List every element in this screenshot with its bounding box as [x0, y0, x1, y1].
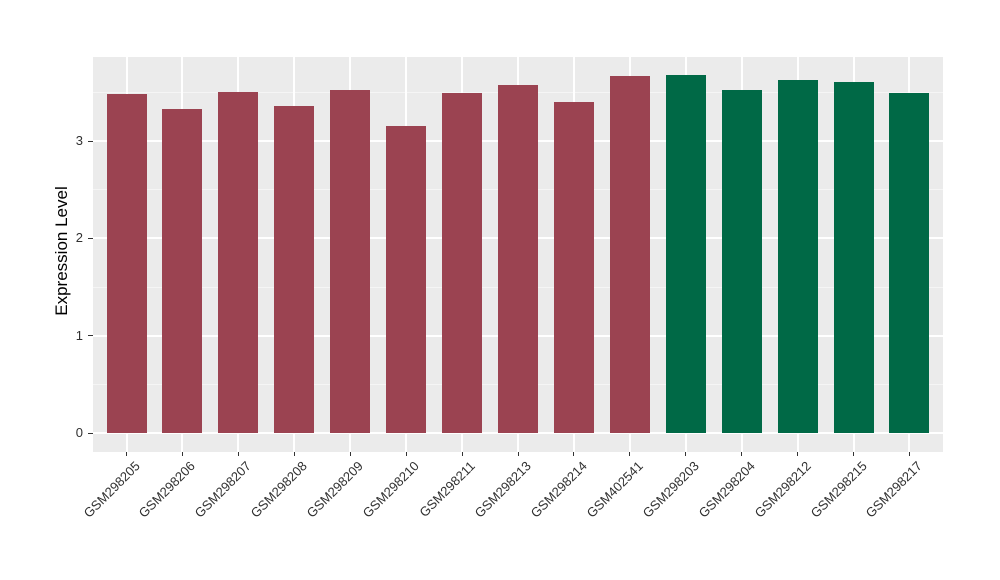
x-tick-label: GSM298211: [416, 458, 478, 520]
x-tick-mark: [237, 452, 239, 456]
x-tick-label: GSM298214: [527, 458, 590, 521]
y-tick-label: 2: [75, 230, 83, 246]
x-tick-mark: [797, 452, 799, 456]
x-tick-mark: [908, 452, 910, 456]
bar-GSM298212: [777, 79, 818, 434]
bar-GSM298215: [833, 81, 874, 434]
x-tick-mark: [293, 452, 295, 456]
x-tick-label: GSM298206: [136, 458, 199, 521]
y-tick-label: 3: [75, 133, 83, 149]
x-tick-mark: [741, 452, 743, 456]
bar-GSM298211: [442, 93, 483, 434]
x-tick-label: GSM298217: [863, 458, 926, 521]
bar-GSM298209: [330, 89, 371, 434]
x-tick-mark: [349, 452, 351, 456]
y-tick-label: 1: [75, 327, 83, 343]
bar-GSM298210: [386, 125, 427, 434]
y-tick-mark: [88, 140, 93, 142]
bar-GSM298207: [218, 92, 259, 434]
x-tick-label: GSM298203: [639, 458, 702, 521]
bar-GSM298204: [721, 90, 762, 434]
x-tick-label: GSM298212: [751, 458, 814, 521]
x-tick-label: GSM298213: [471, 458, 534, 521]
x-tick-mark: [181, 452, 183, 456]
x-tick-label: GSM402541: [583, 458, 646, 521]
bar-GSM298214: [553, 102, 594, 434]
bar-GSM298217: [889, 93, 930, 434]
x-tick-mark: [126, 452, 128, 456]
y-tick-mark: [88, 335, 93, 337]
x-tick-mark: [685, 452, 687, 456]
x-tick-mark: [853, 452, 855, 456]
x-tick-label: GSM298207: [192, 458, 255, 521]
x-tick-label: GSM298209: [303, 458, 367, 521]
bar-GSM402541: [609, 75, 650, 434]
x-tick-label: GSM298204: [695, 458, 758, 521]
x-tick-mark: [629, 452, 631, 456]
x-tick-mark: [461, 452, 463, 456]
bar-GSM298203: [665, 74, 706, 434]
x-tick-label: GSM298205: [80, 458, 143, 521]
x-tick-mark: [573, 452, 575, 456]
x-tick-label: GSM298208: [247, 458, 311, 521]
bar-GSM298208: [274, 106, 315, 434]
x-tick-label: GSM298210: [359, 458, 423, 521]
x-tick-mark: [405, 452, 407, 456]
bar-GSM298206: [162, 108, 203, 434]
bar-GSM298213: [498, 84, 538, 434]
y-tick-label: 0: [75, 425, 83, 441]
bar-GSM298205: [106, 94, 147, 434]
y-tick-mark: [88, 432, 93, 434]
plot-panel: [93, 57, 943, 452]
x-tick-label: GSM298215: [807, 458, 870, 521]
y-tick-mark: [88, 237, 93, 239]
x-tick-mark: [517, 452, 519, 456]
